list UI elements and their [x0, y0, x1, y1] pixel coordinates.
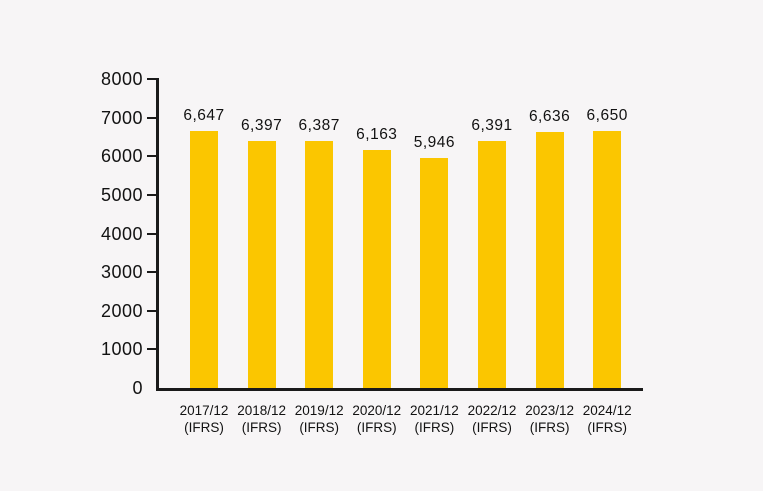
- y-axis-tick-label: 5000: [100, 184, 143, 205]
- x-axis-basis-label: (IFRS): [241, 420, 282, 435]
- x-axis-tick-label: 2021/12 (IFRS): [392, 402, 476, 436]
- x-axis-line: [156, 388, 643, 391]
- y-axis-tick-label: 0: [132, 378, 143, 398]
- bar-value-label: 6,391: [471, 117, 513, 135]
- x-axis-period-label: 2023/12: [525, 403, 574, 418]
- y-axis-tick: [147, 271, 157, 274]
- x-axis-basis-label: (IFRS): [299, 420, 340, 435]
- x-axis-tick-label: 2018/12 (IFRS): [220, 402, 304, 436]
- bar-value-label: 6,163: [356, 125, 398, 143]
- x-axis-tick-label: 2023/12 (IFRS): [508, 402, 592, 436]
- x-axis-tick-label: 2019/12 (IFRS): [277, 402, 361, 436]
- bar-value-label: 6,636: [528, 107, 571, 125]
- x-axis-period-label: 2020/12: [352, 403, 402, 418]
- bar: [305, 141, 334, 388]
- y-axis-tick: [147, 348, 157, 351]
- y-axis-tick: [147, 116, 157, 119]
- x-axis-period-label: 2019/12: [294, 403, 344, 418]
- y-axis-line: [156, 78, 159, 390]
- x-axis-tick-label: 2024/12 (IFRS): [565, 402, 649, 436]
- bar: [420, 158, 449, 388]
- bar: [190, 131, 218, 388]
- bar: [362, 149, 391, 388]
- bar: [593, 131, 622, 388]
- bar-value-label: 6,397: [240, 116, 283, 134]
- bar-value-label: 5,946: [413, 134, 456, 152]
- bar: [535, 131, 564, 388]
- y-axis-tick: [147, 78, 157, 80]
- x-axis-basis-label: (IFRS): [414, 420, 455, 435]
- y-axis-tick-label: 1000: [100, 339, 143, 360]
- bar: [247, 140, 276, 388]
- x-axis-basis-label: (IFRS): [356, 420, 397, 435]
- y-axis-tick: [147, 232, 157, 235]
- x-axis-period-label: 2022/12: [467, 403, 517, 418]
- y-axis-tick-label: 6000: [100, 146, 143, 167]
- x-axis-tick-label: 2022/12 (IFRS): [450, 402, 534, 436]
- x-axis-basis-label: (IFRS): [587, 420, 628, 435]
- y-axis-tick-label: 7000: [100, 107, 143, 128]
- x-axis-basis-label: (IFRS): [184, 420, 224, 435]
- y-axis-tick-label: 2000: [100, 300, 143, 321]
- y-axis-tick-label: 8000: [100, 69, 143, 89]
- bar-value-label: 6,650: [586, 107, 628, 125]
- y-axis-tick: [147, 193, 157, 196]
- x-axis-period-label: 2018/12: [237, 403, 286, 418]
- bar: [478, 141, 506, 388]
- x-axis-tick-label: 2020/12 (IFRS): [335, 402, 419, 436]
- y-axis-tick-label: 4000: [100, 223, 143, 244]
- x-axis-period-label: 2024/12: [582, 403, 632, 418]
- bar-value-label: 6,647: [183, 107, 225, 125]
- y-axis-tick-label: 3000: [100, 262, 143, 283]
- x-axis-period-label: 2021/12: [409, 403, 459, 418]
- x-axis-tick-label: 2017/12 (IFRS): [162, 402, 246, 436]
- y-axis-tick: [147, 155, 157, 158]
- x-axis-period-label: 2017/12: [179, 403, 229, 418]
- y-axis-tick: [147, 309, 157, 312]
- x-axis-basis-label: (IFRS): [472, 420, 512, 435]
- x-axis-basis-label: (IFRS): [529, 420, 570, 435]
- bar-value-label: 6,387: [298, 117, 340, 135]
